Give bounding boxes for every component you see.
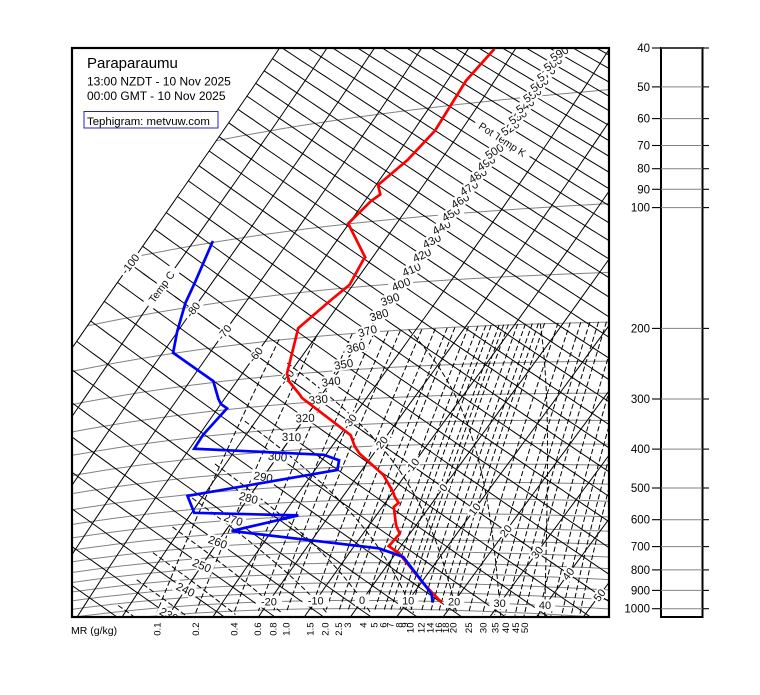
svg-text:6: 6 [379,623,390,628]
svg-text:20: 20 [448,623,459,634]
svg-text:80: 80 [637,164,650,176]
svg-text:40: 40 [560,566,577,583]
svg-text:700: 700 [631,542,650,554]
svg-text:2.5: 2.5 [334,623,345,636]
svg-text:30: 30 [493,598,505,610]
svg-text:0.4: 0.4 [230,623,241,636]
svg-text:340: 340 [321,375,342,389]
svg-text:20: 20 [498,523,515,540]
svg-text:800: 800 [631,565,650,577]
svg-text:10: 10 [402,596,414,608]
svg-text:8: 8 [394,623,405,628]
svg-text:1.0: 1.0 [282,623,293,636]
svg-text:300: 300 [631,394,650,406]
svg-text:70: 70 [637,141,650,153]
svg-text:380: 380 [368,307,390,324]
svg-text:280: 280 [237,491,259,508]
svg-text:0.2: 0.2 [191,623,202,636]
svg-text:320: 320 [295,413,315,426]
svg-text:Tephigram: metvuw.com: Tephigram: metvuw.com [87,116,210,128]
svg-text:Paraparaumu: Paraparaumu [87,55,178,72]
svg-text:9: 9 [400,623,411,628]
svg-text:-20: -20 [261,596,277,608]
svg-text:1.5: 1.5 [305,623,316,636]
svg-text:30: 30 [478,623,489,634]
svg-text:0.1: 0.1 [152,623,163,636]
svg-text:35: 35 [491,623,502,634]
svg-text:40: 40 [501,623,512,634]
svg-text:100: 100 [631,203,650,215]
svg-text:16: 16 [434,623,445,634]
svg-text:13:00 NZDT - 10 Nov 2025: 13:00 NZDT - 10 Nov 2025 [87,75,231,89]
svg-text:0.8: 0.8 [268,623,279,636]
svg-text:18: 18 [441,623,452,634]
svg-text:50: 50 [592,587,609,604]
svg-text:330: 330 [308,394,328,408]
svg-text:600: 600 [631,515,650,527]
svg-text:7: 7 [385,623,396,628]
svg-text:350: 350 [333,358,354,373]
svg-text:2.0: 2.0 [321,623,332,636]
svg-text:25: 25 [464,623,475,634]
svg-text:14: 14 [426,623,437,634]
svg-text:3: 3 [343,623,354,628]
svg-text:40: 40 [637,43,650,55]
svg-text:40: 40 [539,600,551,612]
svg-text:230: 230 [157,606,180,626]
svg-text:500: 500 [631,483,650,495]
svg-text:MR (g/kg): MR (g/kg) [71,625,117,637]
svg-text:900: 900 [631,585,650,597]
svg-text:50: 50 [637,82,650,94]
svg-text:0.6: 0.6 [253,623,264,636]
svg-text:45: 45 [511,623,522,634]
svg-text:50: 50 [520,623,531,634]
svg-text:10: 10 [406,623,417,634]
svg-text:10: 10 [467,501,484,518]
svg-text:360: 360 [345,340,366,356]
svg-text:370: 370 [357,324,379,341]
svg-text:20: 20 [448,597,460,609]
svg-text:270: 270 [222,512,244,529]
svg-text:60: 60 [637,114,650,126]
svg-text:-10: -10 [308,595,324,607]
svg-text:90: 90 [637,184,650,196]
svg-text:200: 200 [631,323,650,335]
svg-text:30: 30 [529,544,546,561]
svg-text:310: 310 [282,432,301,444]
svg-text:00:00 GMT - 10 Nov 2025: 00:00 GMT - 10 Nov 2025 [87,89,226,103]
svg-text:400: 400 [631,444,650,456]
svg-text:1000: 1000 [624,604,650,616]
svg-text:0: 0 [359,595,365,607]
svg-text:12: 12 [417,623,428,634]
svg-text:5: 5 [369,623,380,628]
svg-text:4: 4 [358,623,369,628]
